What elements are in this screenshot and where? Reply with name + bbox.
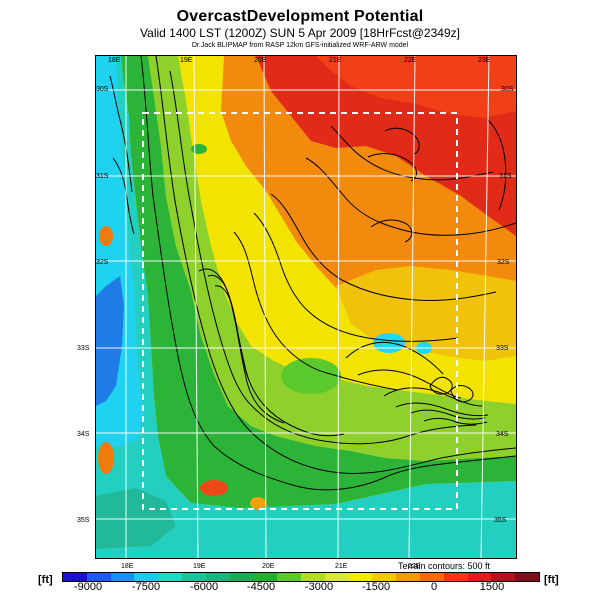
lon-label-bottom-19e: 19E: [193, 563, 206, 570]
scale-segment-12: [324, 573, 349, 581]
map-subtitle: Valid 1400 LST (1200Z) SUN 5 Apr 2009 [1…: [140, 26, 460, 40]
terrain-contour-11: [330, 125, 494, 181]
scale-tick-minus-4500: -4500: [246, 581, 276, 593]
lon-label-top-21e: 21E: [329, 57, 342, 64]
grid-lon-20e: [263, 56, 267, 558]
scale-tick-minus-1500: -1500: [361, 581, 391, 593]
scale-segment-18: [467, 573, 492, 581]
scale-segment-9: [253, 573, 278, 581]
scale-segment-19: [491, 573, 516, 581]
lat-label-right-30s: 30S: [501, 86, 514, 93]
terrain-contour-9: [270, 193, 497, 302]
lat-label-right-34s: 34S: [496, 431, 509, 438]
terrain-contour-13: [357, 369, 462, 399]
terrain-contour-5: [207, 274, 285, 424]
lat-lon-grid: [96, 56, 516, 558]
lon-label-bottom-22e: 22E: [408, 563, 421, 570]
scale-segment-17: [443, 573, 468, 581]
lon-label-bottom-21e: 21E: [335, 563, 348, 570]
legend-unit-left: [ft]: [38, 574, 53, 586]
terrain-contour-18: [429, 376, 453, 395]
red-cell-south-1: [200, 480, 228, 496]
terrain-contour-23: [487, 119, 507, 211]
color-scale-bar: [62, 572, 540, 582]
model-credit: Dr.Jack BLIPMAP from RASP 12km GFS-initi…: [191, 42, 409, 49]
scale-segment-2: [86, 573, 111, 581]
terrain-contour-19: [450, 385, 474, 403]
lat-label-left-32s: 32S: [96, 259, 109, 266]
scale-segment-1: [63, 573, 87, 581]
terrain-contour-10: [305, 157, 516, 236]
terrain-contour-17: [423, 418, 488, 425]
blue-inner-west: [96, 276, 124, 406]
red-cell-south-2: [250, 497, 266, 509]
grid-lon-19e: [193, 56, 199, 558]
terrain-contour-1: [140, 56, 516, 491]
lon-label-bottom-18e: 18E: [121, 563, 134, 570]
scale-segment-13: [348, 573, 373, 581]
green-hole-central: [191, 144, 207, 154]
scale-segment-15: [396, 573, 420, 581]
scale-segment-5: [158, 573, 182, 581]
terrain-contour-3: [169, 70, 477, 445]
scale-tick-0: 0: [430, 581, 438, 593]
scale-segment-11: [300, 573, 325, 581]
terrain-contour-7: [233, 231, 399, 391]
forecast-map: [95, 55, 517, 559]
lat-label-right-31s: 31S: [499, 173, 512, 180]
terrain-contour-16: [410, 409, 486, 420]
scale-segment-20: [515, 573, 539, 581]
terrain-contour-22: [370, 219, 413, 243]
lon-label-top-22e: 22E: [404, 57, 417, 64]
lat-label-right-32s: 32S: [497, 259, 510, 266]
terrain-contour-6: [214, 285, 249, 379]
scale-segment-3: [110, 573, 135, 581]
scale-segment-14: [372, 573, 397, 581]
terrain-contour-note: Terrain contours: 500 ft: [398, 561, 491, 571]
lat-label-right-33s: 33S: [496, 345, 509, 352]
orange-cell-south: [98, 442, 114, 474]
grid-lon-21e: [337, 56, 340, 558]
lat-label-left-33s: 33S: [77, 345, 90, 352]
scale-tick-minus-7500: -7500: [131, 581, 161, 593]
lime-band: [148, 56, 516, 461]
lat-label-left-31s: 31S: [96, 173, 109, 180]
grid-lon-22e: [408, 56, 416, 558]
scale-tick-minus-9000: -9000: [73, 581, 103, 593]
scale-tick-minus-6000: -6000: [189, 581, 219, 593]
forecast-domain-box: [142, 112, 458, 510]
overcast-field-map: [96, 56, 516, 558]
scale-segment-16: [419, 573, 444, 581]
lon-label-top-19e: 19E: [180, 57, 193, 64]
scale-tick-1500: 1500: [479, 581, 505, 593]
scale-segment-10: [277, 573, 301, 581]
green-transition: [121, 56, 516, 508]
lon-label-top-20e: 20E: [254, 57, 267, 64]
scale-segment-8: [229, 573, 254, 581]
lon-label-bottom-20e: 20E: [262, 563, 275, 570]
red-core-north: [316, 56, 516, 118]
lat-label-left-35s: 35S: [77, 517, 90, 524]
green-pool-central: [281, 358, 341, 394]
lon-label-top-18e: 18E: [108, 57, 121, 64]
red-cell-west: [99, 226, 113, 246]
scale-segment-4: [134, 573, 159, 581]
lat-label-left-34s: 34S: [77, 431, 90, 438]
scale-segment-6: [181, 573, 206, 581]
lat-label-left-30s: 30S: [96, 86, 109, 93]
lon-label-top-23e: 23E: [478, 57, 491, 64]
map-title: OvercastDevelopment Potential: [176, 8, 424, 25]
legend-unit-right: [ft]: [544, 574, 559, 586]
terrain-contour-8: [253, 212, 459, 342]
scale-segment-7: [205, 573, 230, 581]
lat-label-right-35s: 35S: [494, 517, 507, 524]
terrain-contour-2: [155, 56, 516, 474]
scale-tick-minus-3000: -3000: [304, 581, 334, 593]
grid-lon-23e: [480, 56, 490, 558]
